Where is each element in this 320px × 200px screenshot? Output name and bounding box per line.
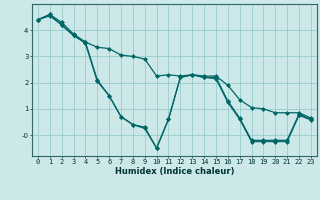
X-axis label: Humidex (Indice chaleur): Humidex (Indice chaleur) <box>115 167 234 176</box>
